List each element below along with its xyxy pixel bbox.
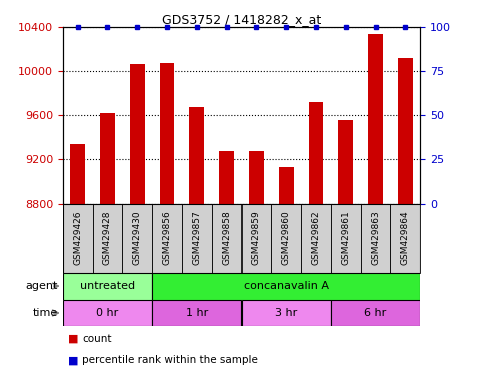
Text: 3 hr: 3 hr [275,308,298,318]
Bar [398,58,413,204]
Text: agent: agent [26,281,58,291]
Bar [301,204,331,273]
Text: GSM429861: GSM429861 [341,211,350,265]
Bar [390,204,420,273]
Text: ■: ■ [68,334,78,344]
Bar [368,33,383,204]
Title: GDS3752 / 1418282_x_at: GDS3752 / 1418282_x_at [162,13,321,26]
Text: untreated: untreated [80,281,135,291]
Text: time: time [33,308,58,318]
Text: 6 hr: 6 hr [364,308,387,318]
Bar [100,113,115,204]
Text: GSM429856: GSM429856 [163,211,171,265]
Bar [361,204,390,273]
Bar [189,108,204,204]
Bar [271,204,301,273]
Text: GSM429862: GSM429862 [312,211,320,265]
Bar [182,204,212,273]
Bar [212,204,242,273]
Text: count: count [82,334,112,344]
Text: GSM429863: GSM429863 [371,211,380,265]
Bar [152,300,242,326]
Text: GSM429864: GSM429864 [401,211,410,265]
Bar [93,204,122,273]
Bar [331,204,361,273]
Bar [63,300,152,326]
Text: GSM429857: GSM429857 [192,211,201,265]
Bar [159,63,174,204]
Text: concanavalin A: concanavalin A [244,281,328,291]
Bar [130,65,145,204]
Text: ■: ■ [68,355,78,365]
Text: GSM429860: GSM429860 [282,211,291,265]
Text: GSM429858: GSM429858 [222,211,231,265]
Bar [242,300,331,326]
Bar [242,204,271,273]
Bar [338,120,353,204]
Bar [279,167,294,204]
Text: GSM429859: GSM429859 [252,211,261,265]
Text: GSM429430: GSM429430 [133,211,142,265]
Bar [152,204,182,273]
Bar [331,300,420,326]
Bar [309,102,324,204]
Text: 1 hr: 1 hr [185,308,208,318]
Bar [70,144,85,204]
Text: 0 hr: 0 hr [96,308,119,318]
Bar [63,273,152,300]
Bar [249,151,264,204]
Bar [122,204,152,273]
Text: GSM429428: GSM429428 [103,211,112,265]
Text: GSM429426: GSM429426 [73,211,82,265]
Bar [152,273,420,300]
Bar [63,204,93,273]
Text: percentile rank within the sample: percentile rank within the sample [82,355,258,365]
Bar [219,151,234,204]
